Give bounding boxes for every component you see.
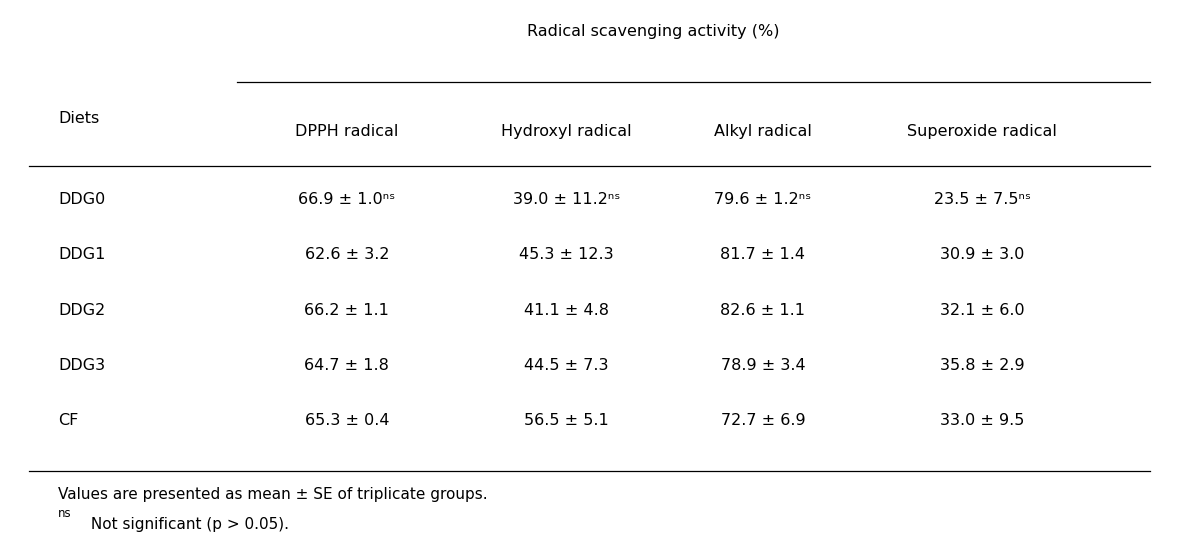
Text: 66.9 ± 1.0ⁿˢ: 66.9 ± 1.0ⁿˢ bbox=[298, 192, 395, 207]
Text: Superoxide radical: Superoxide radical bbox=[908, 124, 1058, 139]
Text: DDG3: DDG3 bbox=[58, 358, 105, 373]
Text: CF: CF bbox=[58, 413, 78, 428]
Text: 32.1 ± 6.0: 32.1 ± 6.0 bbox=[940, 303, 1025, 318]
Text: 23.5 ± 7.5ⁿˢ: 23.5 ± 7.5ⁿˢ bbox=[934, 192, 1030, 207]
Text: 35.8 ± 2.9: 35.8 ± 2.9 bbox=[940, 358, 1025, 373]
Text: DDG1: DDG1 bbox=[58, 248, 105, 263]
Text: 56.5 ± 5.1: 56.5 ± 5.1 bbox=[523, 413, 608, 428]
Text: Hydroxyl radical: Hydroxyl radical bbox=[501, 124, 632, 139]
Text: 65.3 ± 0.4: 65.3 ± 0.4 bbox=[304, 413, 389, 428]
Text: 72.7 ± 6.9: 72.7 ± 6.9 bbox=[720, 413, 805, 428]
Text: 66.2 ± 1.1: 66.2 ± 1.1 bbox=[304, 303, 389, 318]
Text: 39.0 ± 11.2ⁿˢ: 39.0 ± 11.2ⁿˢ bbox=[513, 192, 620, 207]
Text: 78.9 ± 3.4: 78.9 ± 3.4 bbox=[720, 358, 805, 373]
Text: 44.5 ± 7.3: 44.5 ± 7.3 bbox=[525, 358, 608, 373]
Text: ns: ns bbox=[58, 507, 72, 520]
Text: 62.6 ± 3.2: 62.6 ± 3.2 bbox=[304, 248, 389, 263]
Text: 45.3 ± 12.3: 45.3 ± 12.3 bbox=[519, 248, 614, 263]
Text: 82.6 ± 1.1: 82.6 ± 1.1 bbox=[720, 303, 805, 318]
Text: 64.7 ± 1.8: 64.7 ± 1.8 bbox=[304, 358, 389, 373]
Text: Alkyl radical: Alkyl radical bbox=[713, 124, 812, 139]
Text: 30.9 ± 3.0: 30.9 ± 3.0 bbox=[940, 248, 1025, 263]
Text: Diets: Diets bbox=[58, 111, 99, 126]
Text: DPPH radical: DPPH radical bbox=[295, 124, 399, 139]
Text: 33.0 ± 9.5: 33.0 ± 9.5 bbox=[940, 413, 1025, 428]
Text: 81.7 ± 1.4: 81.7 ± 1.4 bbox=[720, 248, 805, 263]
Text: DDG2: DDG2 bbox=[58, 303, 105, 318]
Text: Not significant (p > 0.05).: Not significant (p > 0.05). bbox=[86, 517, 289, 532]
Text: 79.6 ± 1.2ⁿˢ: 79.6 ± 1.2ⁿˢ bbox=[714, 192, 811, 207]
Text: Radical scavenging activity (%): Radical scavenging activity (%) bbox=[527, 24, 779, 39]
Text: Values are presented as mean ± SE of triplicate groups.: Values are presented as mean ± SE of tri… bbox=[58, 487, 488, 502]
Text: 41.1 ± 4.8: 41.1 ± 4.8 bbox=[523, 303, 608, 318]
Text: DDG0: DDG0 bbox=[58, 192, 105, 207]
